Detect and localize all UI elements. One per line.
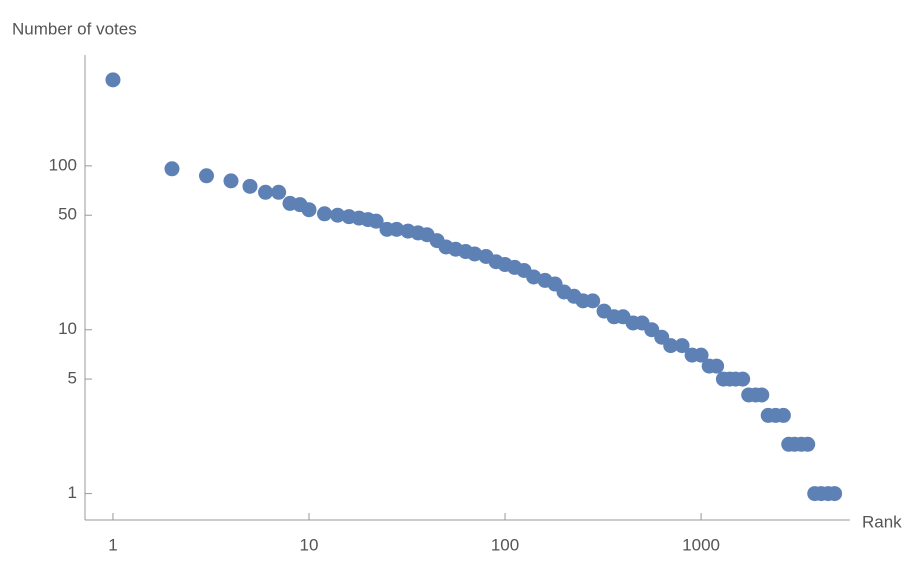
y-tick-label: 10	[58, 319, 77, 338]
y-tick-label: 5	[68, 369, 77, 388]
y-tick-label: 100	[49, 155, 77, 174]
x-tick-label: 100	[491, 535, 519, 554]
point	[827, 486, 843, 502]
y-tick-label: 50	[58, 205, 77, 224]
x-tick-label: 1000	[682, 535, 720, 554]
point	[271, 184, 287, 200]
x-axis-label: Rank	[862, 512, 902, 531]
point	[164, 161, 180, 177]
point	[800, 436, 816, 452]
point	[330, 207, 346, 223]
point	[693, 347, 709, 363]
point	[754, 387, 770, 403]
point	[526, 269, 542, 285]
point	[775, 407, 791, 423]
point	[663, 338, 679, 354]
point	[389, 221, 405, 237]
point	[242, 178, 258, 194]
point	[199, 168, 215, 184]
point	[709, 358, 725, 374]
point	[467, 246, 483, 262]
x-tick-label: 10	[300, 535, 319, 554]
point	[317, 206, 333, 222]
point	[585, 293, 601, 309]
x-tick-label: 1	[108, 535, 117, 554]
point	[301, 202, 317, 218]
y-tick-label: 1	[68, 483, 77, 502]
point	[258, 184, 274, 200]
y-axis-label: Number of votes	[12, 19, 137, 38]
point	[368, 213, 384, 229]
point	[735, 371, 751, 387]
point	[223, 173, 239, 189]
point	[105, 72, 121, 88]
point	[674, 338, 690, 354]
